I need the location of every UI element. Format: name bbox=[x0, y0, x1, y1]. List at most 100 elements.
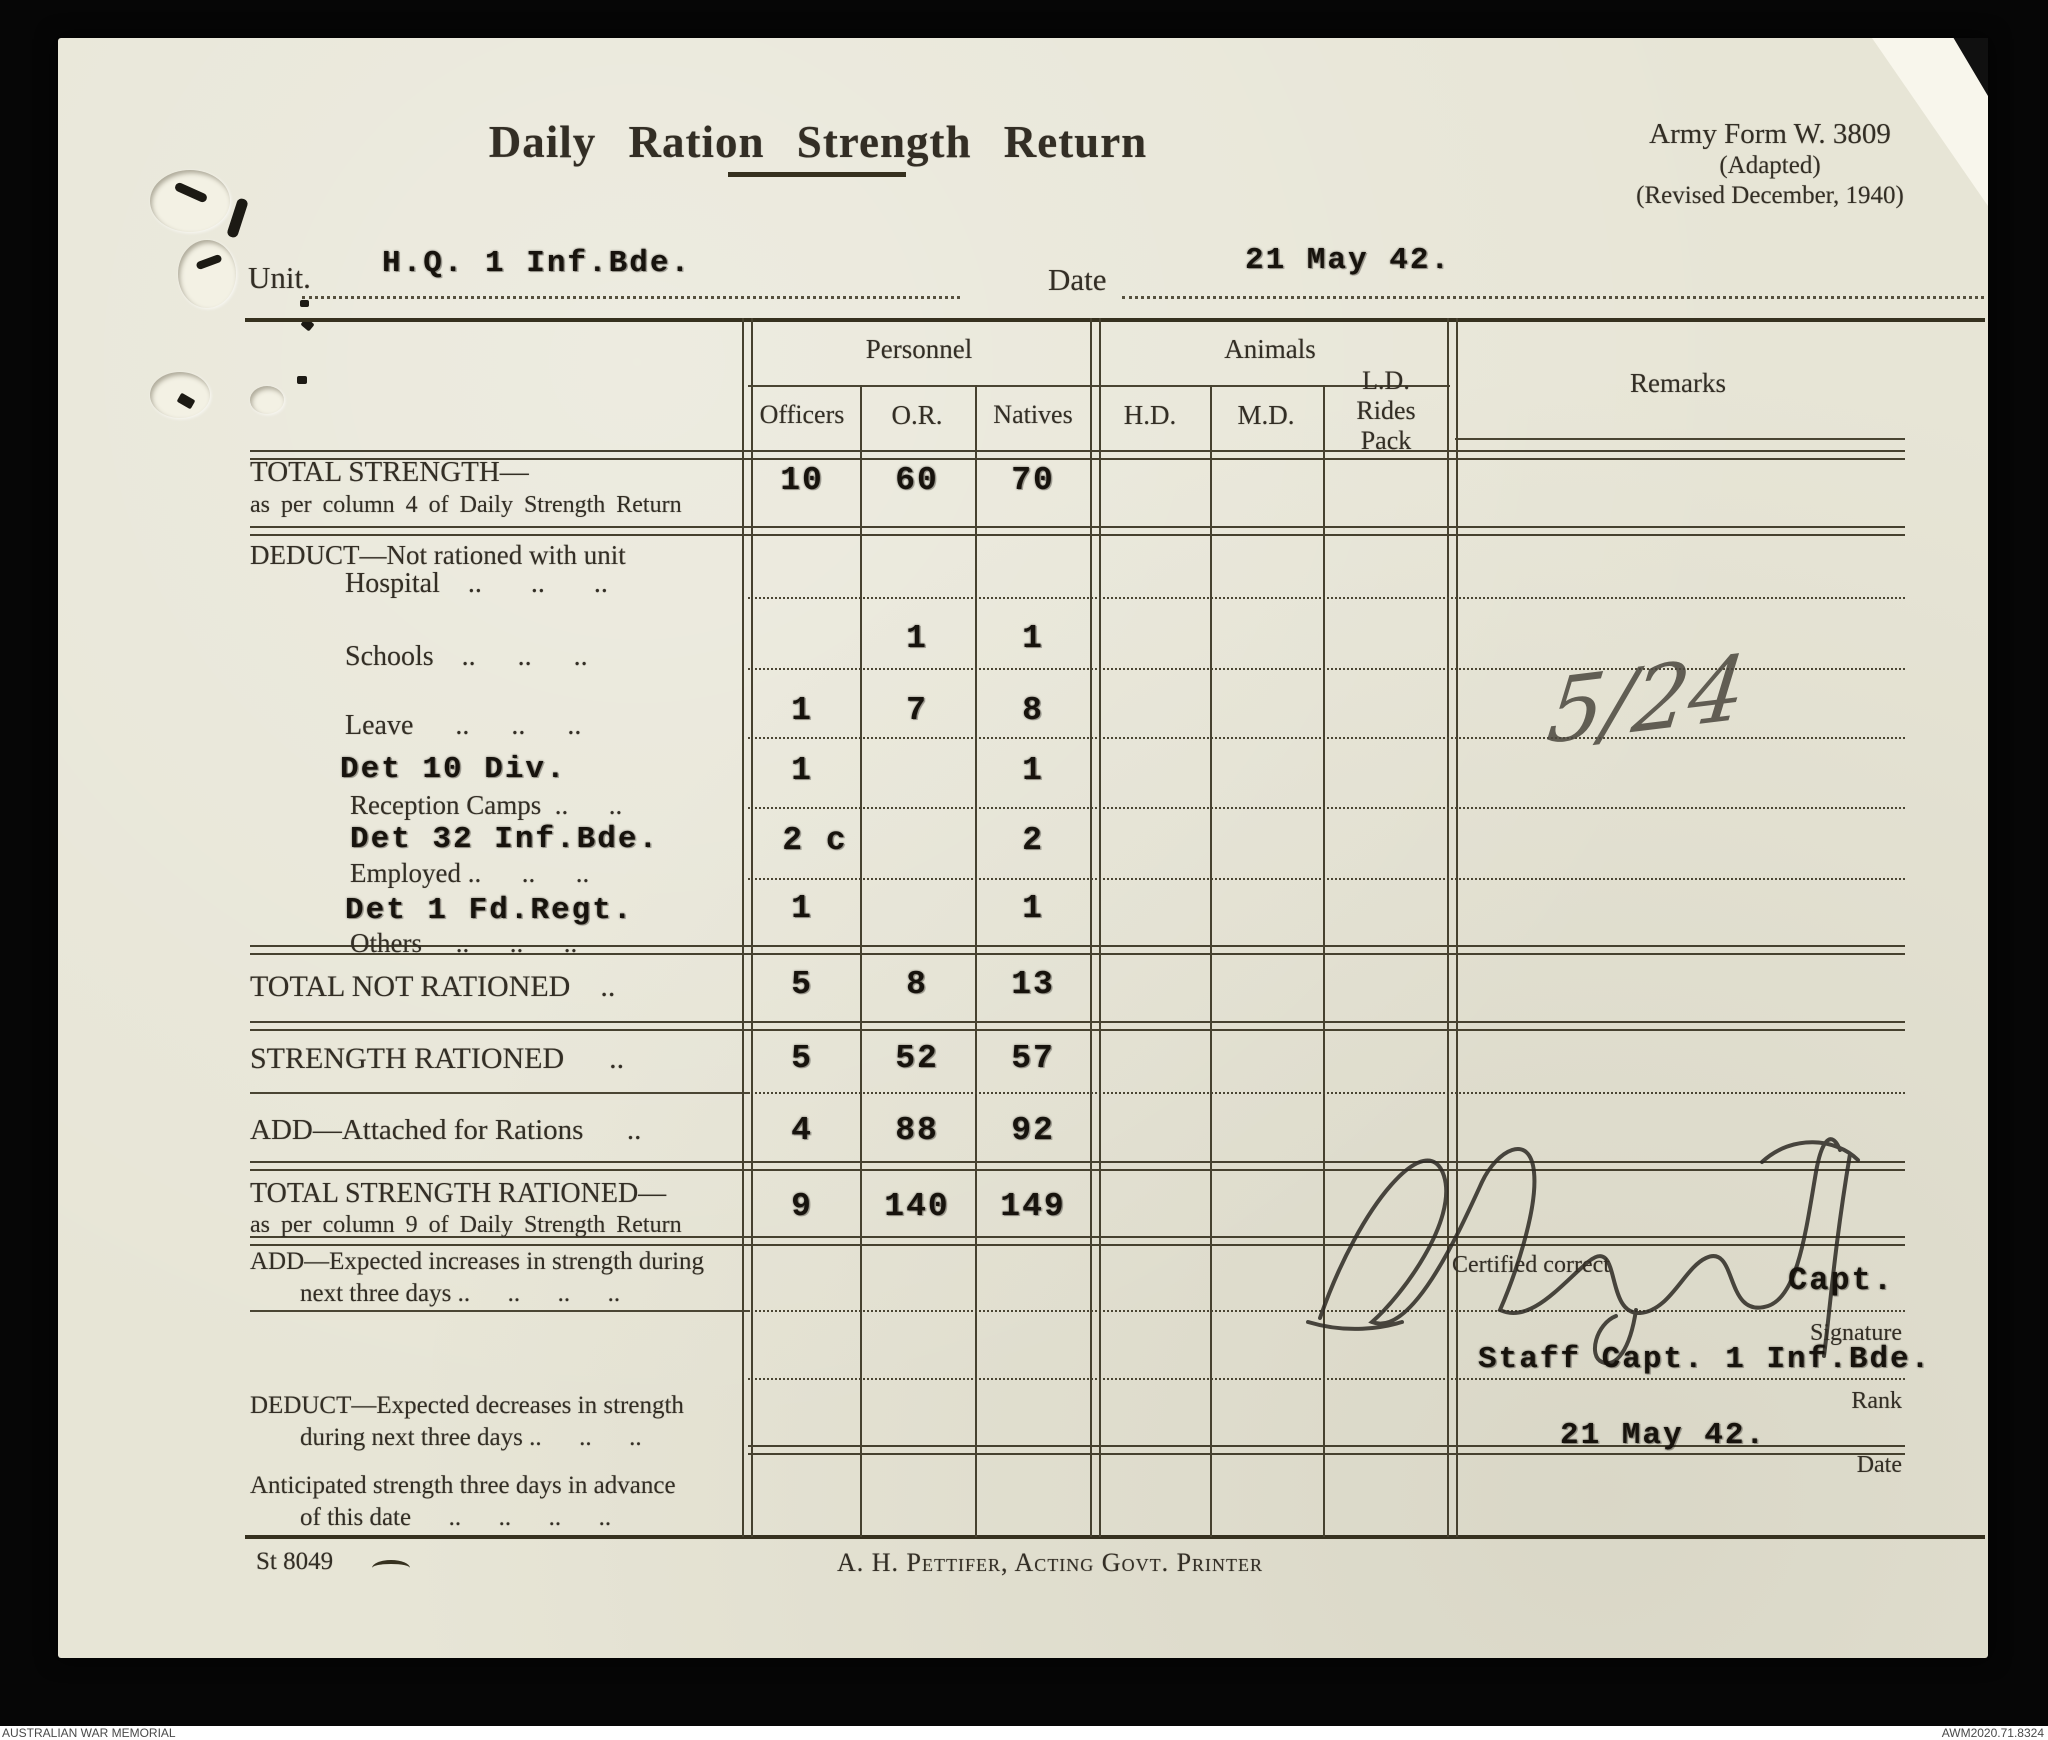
column-divider bbox=[975, 385, 977, 1537]
rank-value: Staff Capt. 1 Inf.Bde. bbox=[1478, 1342, 1932, 1377]
row-label: TOTAL STRENGTH RATIONED— bbox=[250, 1178, 667, 1209]
date-value: 21 May 42. bbox=[1245, 243, 1452, 278]
signature-rank-short: Capt. bbox=[1788, 1262, 1895, 1299]
row-label: ADD—Expected increases in strength durin… bbox=[250, 1248, 705, 1275]
row-label: Anticipated strength three days in advan… bbox=[250, 1472, 676, 1499]
form-number: Army Form W. 3809 bbox=[1649, 118, 1891, 150]
cell-value: 70 bbox=[1011, 462, 1055, 499]
archive-strip bbox=[0, 1726, 2048, 1740]
paper-damage bbox=[300, 300, 309, 307]
ld-column-header: L.D. Rides Pack bbox=[1356, 366, 1416, 455]
rule bbox=[748, 807, 1905, 809]
cell-value: 8 bbox=[906, 966, 928, 1003]
rule bbox=[748, 1092, 1905, 1094]
row-label: DEDUCT—Not rationed with unit bbox=[250, 540, 626, 570]
signature-label: Signature bbox=[1810, 1320, 1902, 1346]
date-leader-line bbox=[1122, 296, 1984, 299]
cell-value: 88 bbox=[895, 1112, 939, 1149]
column-divider bbox=[1210, 385, 1212, 1537]
rule bbox=[748, 737, 1905, 739]
rule bbox=[250, 1092, 748, 1094]
form-adapted: (Adapted) bbox=[1719, 152, 1821, 179]
cell-value: 5 bbox=[791, 966, 813, 1003]
cell-value: 92 bbox=[1011, 1112, 1055, 1149]
rule bbox=[748, 1445, 1905, 1455]
rule bbox=[748, 878, 1905, 880]
archive-source: AUSTRALIAN WAR MEMORIAL bbox=[2, 1726, 176, 1740]
row-sublabel: as per column 9 of Daily Strength Return bbox=[250, 1212, 682, 1238]
row-label: ADD—Attached for Rations .. bbox=[250, 1114, 642, 1146]
cell-value: 2 c bbox=[782, 822, 848, 859]
column-divider bbox=[1323, 385, 1325, 1537]
unit-leader-line bbox=[302, 296, 960, 299]
row-sublabel: during next three days .. .. .. bbox=[300, 1424, 642, 1451]
cell-value: 60 bbox=[895, 462, 939, 499]
cell-value: 140 bbox=[884, 1188, 950, 1225]
title-underline bbox=[728, 172, 906, 177]
handwritten-signature bbox=[1306, 1137, 1860, 1366]
cell-value: 4 bbox=[791, 1112, 813, 1149]
cell-value: 1 bbox=[1022, 752, 1044, 789]
archive-id: AWM2020.71.8324 bbox=[1941, 1726, 2044, 1740]
cell-value: 52 bbox=[895, 1040, 939, 1077]
column-divider bbox=[1447, 318, 1458, 1537]
personnel-group-header: Personnel bbox=[865, 334, 973, 364]
signature-date-value: 21 May 42. bbox=[1560, 1418, 1767, 1453]
rule bbox=[250, 450, 1905, 460]
unit-value: H.Q. 1 Inf.Bde. bbox=[382, 246, 692, 281]
row-label: Reception Camps .. .. bbox=[350, 790, 623, 820]
print-code: St 8049 bbox=[256, 1548, 334, 1575]
cell-value: 5 bbox=[791, 1040, 813, 1077]
remarks-column-header: Remarks bbox=[1630, 368, 1726, 398]
date-label: Date bbox=[1048, 262, 1107, 297]
printer-credit: A. H. Pettifer, Acting Govt. Printer bbox=[836, 1548, 1264, 1577]
rule bbox=[250, 1310, 748, 1312]
row-label: Leave .. .. .. bbox=[345, 710, 582, 741]
table-bottom-rule bbox=[245, 1535, 1985, 1539]
column-divider bbox=[1090, 318, 1101, 1537]
row-label: TOTAL NOT RATIONED .. bbox=[250, 970, 616, 1003]
print-code-flourish bbox=[372, 1560, 410, 1576]
rule bbox=[748, 1378, 1905, 1380]
row-label: STRENGTH RATIONED .. bbox=[250, 1042, 625, 1075]
column-divider bbox=[860, 385, 862, 1537]
row-label: Employed .. .. .. bbox=[350, 858, 590, 888]
date-label-bottom: Date bbox=[1856, 1452, 1902, 1478]
cell-value: 7 bbox=[906, 692, 928, 729]
paper-damage bbox=[297, 376, 307, 384]
paper-damage bbox=[150, 170, 230, 232]
cell-value: 149 bbox=[1000, 1188, 1066, 1225]
paper-damage bbox=[178, 240, 236, 308]
row-label: Others .. .. .. bbox=[350, 928, 578, 958]
cell-value: 1 bbox=[1022, 620, 1044, 657]
row-sublabel: of this date .. .. .. .. bbox=[300, 1504, 612, 1531]
rule bbox=[250, 1236, 1905, 1246]
cell-value: 8 bbox=[1022, 692, 1044, 729]
certified-correct-label: Certified correct bbox=[1452, 1252, 1610, 1278]
natives-column-header: Natives bbox=[993, 400, 1073, 429]
md-column-header: M.D. bbox=[1237, 400, 1295, 430]
form-title: Daily Ration Strength Return bbox=[488, 117, 1148, 167]
animals-group-header: Animals bbox=[1224, 334, 1316, 364]
rule bbox=[1455, 438, 1905, 440]
cell-value: 2 bbox=[1022, 822, 1044, 859]
rule bbox=[748, 597, 1905, 599]
row-label: Schools .. .. .. bbox=[345, 641, 588, 672]
row-sublabel: next three days .. .. .. .. bbox=[300, 1280, 621, 1307]
column-divider bbox=[742, 318, 753, 1537]
cell-value: 1 bbox=[791, 890, 813, 927]
cell-value: 10 bbox=[780, 462, 824, 499]
cell-value: 13 bbox=[1011, 966, 1055, 1003]
hd-column-header: H.D. bbox=[1123, 400, 1177, 430]
cell-value: 9 bbox=[791, 1188, 813, 1225]
row-label: TOTAL STRENGTH— bbox=[250, 456, 529, 488]
row-label: DEDUCT—Expected decreases in strength bbox=[250, 1392, 684, 1419]
rank-label: Rank bbox=[1851, 1388, 1902, 1414]
table-top-rule bbox=[245, 318, 1985, 322]
rule bbox=[748, 668, 1905, 670]
rule bbox=[250, 1161, 1905, 1171]
unit-label: Unit. bbox=[248, 260, 311, 295]
typed-row-label: Det 1 Fd.Regt. bbox=[345, 893, 634, 928]
cell-value: 1 bbox=[791, 692, 813, 729]
